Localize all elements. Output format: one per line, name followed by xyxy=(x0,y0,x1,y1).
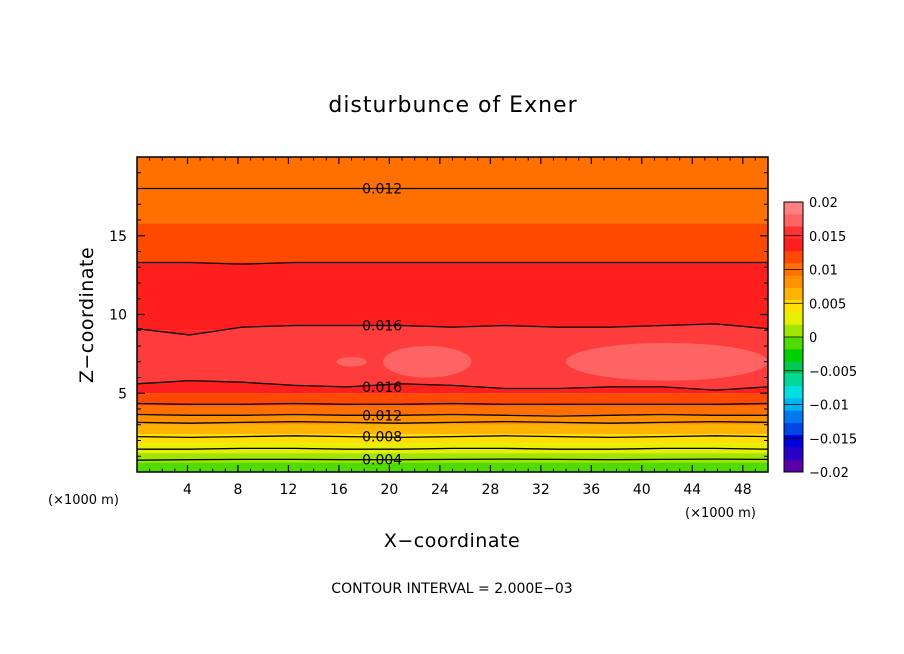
contour-label-7: 0.016 xyxy=(362,319,402,335)
x-tick-label-7: 32 xyxy=(532,482,550,498)
colorbar-swatch-0 xyxy=(784,202,803,215)
max-region-1 xyxy=(566,342,768,381)
x-tick-label-2: 12 xyxy=(280,482,298,498)
colorbar: 0.02 0.015 0.01 0.005 0 −0.005 −0.01 −0.015 −0.0… xyxy=(783,196,857,481)
contour-label-0: 0.004 xyxy=(362,453,402,469)
x-tick-label-5: 24 xyxy=(431,482,449,498)
y-tick-label-0: 5 xyxy=(118,386,127,402)
contour-band-9 xyxy=(137,262,768,331)
x-tick-label-10: 44 xyxy=(683,482,701,498)
colorbar-swatch-1 xyxy=(784,214,803,228)
colorbar-label-5: −0.005 xyxy=(809,365,857,380)
max-region-2 xyxy=(336,357,367,367)
contour-line-5 xyxy=(136,402,769,405)
x-tick-label-1: 8 xyxy=(233,482,242,498)
contour-line-4 xyxy=(136,413,768,417)
colorbar-swatch-15 xyxy=(784,386,803,399)
contour-line-1 xyxy=(137,447,769,450)
contour-band-6 xyxy=(137,405,768,416)
contour-band-4 xyxy=(137,424,768,435)
contour-band-7 xyxy=(137,393,768,406)
x-tick-label-11: 48 xyxy=(734,482,752,498)
colorbar-swatch-21 xyxy=(784,459,803,473)
colorbar-swatch-13 xyxy=(784,361,803,375)
contour-lines: 0.004 0.008 0.012 0.016 0.016 0.012 xyxy=(136,182,769,469)
y-unit-label: (×1000 m) xyxy=(48,493,119,508)
colorbar-swatch-3 xyxy=(784,238,803,252)
colorbar-label-0: 0.02 xyxy=(809,196,838,211)
colorbar-swatch-7 xyxy=(784,287,803,301)
contour-line-3 xyxy=(136,420,769,424)
x-tick-label-4: 20 xyxy=(380,482,398,498)
max-region-0 xyxy=(383,346,472,378)
plot-area xyxy=(137,157,768,472)
x-tick-label-9: 40 xyxy=(633,482,651,498)
colorbar-swatch-18 xyxy=(784,422,803,436)
y-tick-label-2: 15 xyxy=(109,229,127,245)
contour-band-3 xyxy=(137,434,768,444)
contour-line-8 xyxy=(137,261,768,265)
contour-label-9: 0.012 xyxy=(362,182,402,198)
x-axis-ticks: 4 8 12 16 20 24 28 32 36 40 44 48 xyxy=(149,157,756,498)
colorbar-swatch-11 xyxy=(784,337,803,350)
colorbar-swatch-6 xyxy=(784,275,803,289)
contour-band-5 xyxy=(137,415,768,425)
colorbar-label-4: 0 xyxy=(809,331,817,346)
colorbar-swatch-17 xyxy=(784,410,803,424)
y-axis-ticks: 5 10 15 xyxy=(109,172,768,457)
y-tick-label-1: 10 xyxy=(109,308,127,324)
colorbar-swatch-19 xyxy=(784,435,803,448)
x-tick-label-6: 28 xyxy=(481,482,499,498)
colorbar-label-6: −0.01 xyxy=(809,399,849,414)
x-tick-label-0: 4 xyxy=(183,482,192,498)
x-tick-label-8: 36 xyxy=(582,482,600,498)
colorbar-label-1: 0.015 xyxy=(809,230,846,245)
contour-band-1 xyxy=(137,453,768,463)
contour-line-7 xyxy=(136,323,769,336)
x-axis-label: X−coordinate xyxy=(384,530,520,552)
contour-label-6: 0.016 xyxy=(362,380,402,396)
x-unit-label: (×1000 m) xyxy=(685,506,756,521)
x-tick-label-3: 16 xyxy=(330,482,348,498)
contour-line-2 xyxy=(136,435,769,439)
contour-band-11 xyxy=(137,157,768,224)
contour-band-0 xyxy=(137,462,768,472)
contour-label-4: 0.012 xyxy=(362,408,402,424)
colorbar-swatch-4 xyxy=(784,251,803,264)
colorbar-label-2: 0.01 xyxy=(809,264,838,279)
contour-interval-footer: CONTOUR INTERVAL = 2.000E−03 xyxy=(331,581,572,597)
colorbar-swatch-9 xyxy=(784,312,803,326)
colorbar-label-8: −0.02 xyxy=(809,466,849,481)
chart-title: disturbunce of Exner xyxy=(328,93,577,118)
colorbar-swatch-14 xyxy=(784,373,803,387)
contour-band-10 xyxy=(137,223,768,263)
contour-line-6 xyxy=(136,379,769,391)
contour-line-0 xyxy=(136,458,769,461)
colorbar-label-7: −0.015 xyxy=(809,432,857,447)
colorbar-swatch-10 xyxy=(784,324,803,338)
colorbar-swatch-8 xyxy=(784,300,803,313)
colorbar-swatch-12 xyxy=(784,349,803,363)
colorbar-swatch-20 xyxy=(784,447,803,461)
contour-label-2: 0.008 xyxy=(362,430,402,446)
y-axis-label: Z−coordinate xyxy=(76,247,98,383)
colorbar-swatch-2 xyxy=(784,226,803,240)
colorbar-label-3: 0.005 xyxy=(809,297,846,312)
